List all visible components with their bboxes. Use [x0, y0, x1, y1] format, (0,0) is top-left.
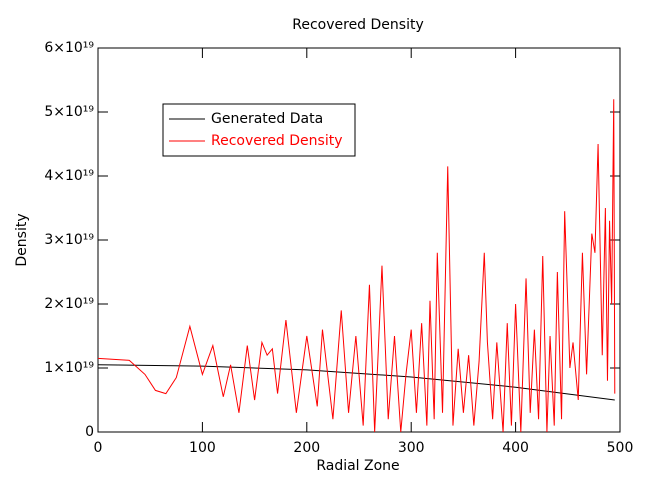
y-tick-label: 4×10¹⁹: [44, 168, 94, 184]
x-axis-label: Radial Zone: [316, 458, 399, 474]
legend-box: [162, 103, 356, 157]
y-tick-label: 3×10¹⁹: [44, 232, 94, 248]
x-tick-label: 500: [607, 440, 634, 456]
x-tick-label: 300: [398, 440, 425, 456]
y-axis-label: Density: [14, 213, 30, 266]
chart-title: Recovered Density: [292, 17, 424, 33]
legend-label: Recovered Density: [211, 133, 343, 149]
y-tick-label: 5×10¹⁹: [44, 104, 94, 120]
y-tick-label: 0: [85, 424, 94, 440]
x-tick-label: 100: [189, 440, 216, 456]
data-line: [97, 99, 616, 433]
legend-label: Generated Data: [211, 111, 323, 127]
y-tick-label: 2×10¹⁹: [44, 296, 94, 312]
x-tick-label: 0: [94, 440, 103, 456]
y-tick-label: 6×10¹⁹: [44, 40, 94, 56]
y-tick-label: 1×10¹⁹: [44, 360, 94, 376]
x-tick-label: 400: [502, 440, 529, 456]
x-tick-label: 200: [293, 440, 320, 456]
